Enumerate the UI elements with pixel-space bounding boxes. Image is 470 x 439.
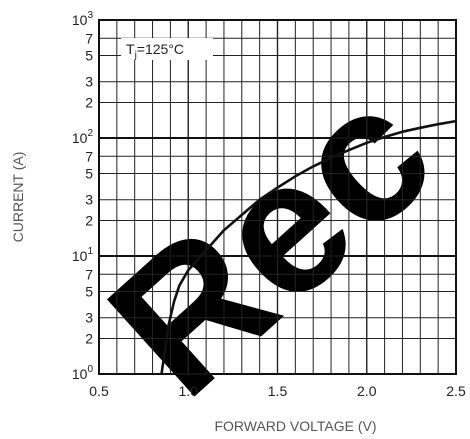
series-line bbox=[160, 119, 457, 375]
x-tick-label: 1.0 bbox=[179, 383, 199, 399]
watermark: Rec bbox=[71, 45, 470, 436]
x-tick-label: 2.0 bbox=[357, 383, 377, 399]
y-tick-label: 3 bbox=[85, 74, 93, 90]
y-tick-label: 7 bbox=[85, 148, 93, 164]
x-tick-label: 0.5 bbox=[89, 383, 109, 399]
y-axis-title: CURRENT (A) bbox=[10, 152, 26, 243]
x-tick-label: 1.5 bbox=[268, 383, 288, 399]
y-major-tick-label: 101 bbox=[72, 246, 94, 264]
y-tick-label: 2 bbox=[85, 330, 93, 346]
x-tick-label: 2.5 bbox=[446, 383, 466, 399]
tick-labels: 0.5 1.0 1.5 2.0 2.5 2 3 5 7 2 3 5 7 2 3 5 7 100 101 102 103 bbox=[72, 10, 466, 399]
y-tick-label: 2 bbox=[85, 212, 93, 228]
watermark-text: Rec bbox=[71, 45, 470, 436]
y-tick-label: 7 bbox=[85, 30, 93, 46]
y-tick-label: 7 bbox=[85, 266, 93, 282]
y-tick-label: 3 bbox=[85, 192, 93, 208]
plot-frame bbox=[98, 19, 457, 375]
annotation-text: Tj=125°C bbox=[126, 41, 184, 61]
y-major-tick-label: 100 bbox=[72, 364, 94, 382]
x-axis-title: FORWARD VOLTAGE (V) bbox=[214, 418, 376, 434]
y-tick-label: 5 bbox=[85, 284, 93, 300]
y-tick-label: 3 bbox=[85, 310, 93, 326]
annotation-layer: Tj=125°C bbox=[121, 38, 213, 61]
y-tick-label: 2 bbox=[85, 94, 93, 110]
y-tick-label: 5 bbox=[85, 166, 93, 182]
annotation-box bbox=[121, 38, 213, 60]
grid bbox=[98, 19, 457, 375]
series-layer bbox=[160, 119, 457, 375]
y-tick-label: 5 bbox=[85, 48, 93, 64]
y-major-tick-label: 103 bbox=[72, 10, 94, 28]
y-major-tick-label: 102 bbox=[72, 128, 94, 146]
